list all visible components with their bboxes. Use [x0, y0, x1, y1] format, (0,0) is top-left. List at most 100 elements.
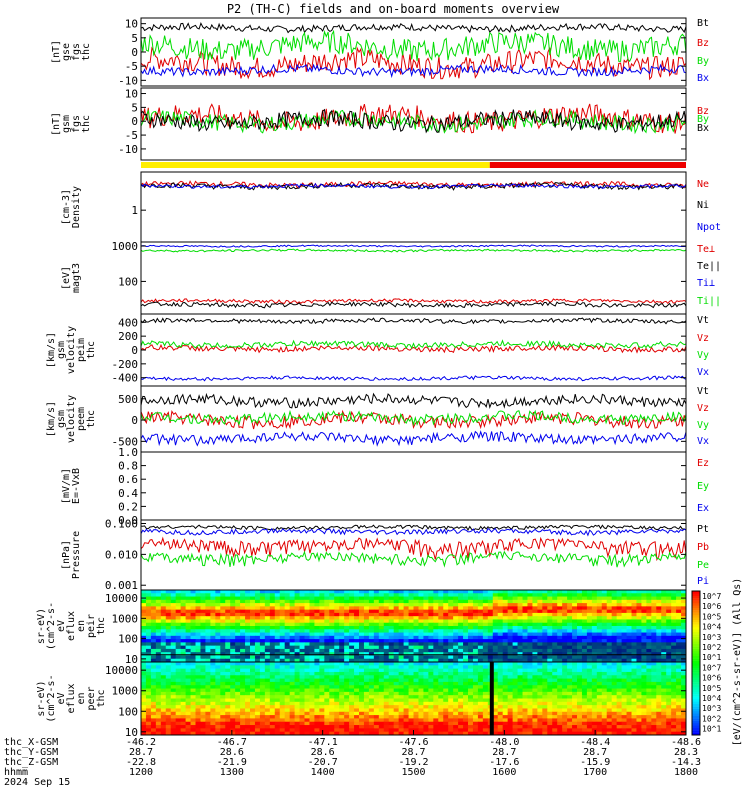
spectrogram-cell [636, 648, 642, 653]
spectrogram-cell [448, 681, 454, 686]
spectrogram-cell [264, 619, 271, 624]
spectrogram-cell [666, 622, 672, 627]
spectrogram-cell [383, 593, 390, 598]
spectrogram-cell [596, 662, 603, 666]
spectrogram-cell [235, 698, 241, 703]
spectrogram-cell [482, 691, 489, 696]
spectrogram-cell [299, 596, 305, 601]
spectrogram-cell [359, 593, 365, 598]
spectrogram-cell [438, 593, 444, 598]
spectrogram-cell [413, 718, 419, 723]
spectrogram-cell [626, 711, 632, 716]
spectrogram-cell [418, 606, 424, 611]
spectrogram-cell [269, 718, 276, 723]
spectrogram-cell [502, 721, 509, 726]
spectrogram-cell [175, 645, 182, 650]
spectrogram-cell [651, 671, 657, 676]
spectrogram-cell [368, 658, 375, 663]
spectrogram-cell [304, 721, 310, 726]
spectrogram-cell [413, 711, 419, 716]
spectrogram-cell [269, 606, 276, 611]
spectrogram-cell [349, 715, 355, 719]
spectrogram-cell [344, 668, 350, 673]
spectrogram-cell [497, 691, 504, 696]
spectrogram-cell [398, 616, 405, 620]
spectrogram-cell [512, 652, 519, 656]
spectrogram-cell [344, 590, 350, 594]
spectrogram-cell [304, 616, 310, 620]
spectrogram-cell [359, 648, 365, 653]
spectrogram-cell [537, 652, 543, 656]
spectrogram-cell [562, 671, 568, 676]
spectrogram-cell [586, 616, 593, 620]
spectrogram-cell [656, 695, 662, 699]
spectrogram-cell [393, 609, 400, 614]
spectrogram-cell [200, 629, 206, 634]
spectrogram-cell [656, 642, 662, 647]
spectrogram-cell [547, 590, 553, 594]
spectrogram-cell [646, 590, 652, 594]
spectrogram-cell [581, 593, 588, 598]
spectrogram-cell [606, 718, 613, 723]
spectrogram-cell [314, 721, 320, 726]
spectrogram-cell [314, 619, 320, 624]
spectrogram-cell [507, 678, 514, 683]
spectrogram-cell [428, 642, 434, 647]
spectrogram-cell [185, 662, 192, 666]
spectrogram-cell [170, 685, 177, 690]
spectrogram-cell [269, 705, 276, 709]
spectrogram-cell [557, 662, 563, 666]
spectrogram-cell [448, 658, 454, 663]
spectrogram-cell [200, 616, 206, 620]
spectrogram-cell [542, 662, 548, 666]
spectrogram-cell [453, 691, 459, 696]
spectrogram-cell [586, 596, 593, 601]
spectrogram-cell [646, 675, 652, 680]
spectrogram-cell [562, 665, 568, 670]
spectrogram-cell [145, 718, 152, 723]
spectrogram-cell [373, 648, 380, 653]
spectrogram-cell [666, 685, 672, 690]
spectrogram-cell [656, 708, 662, 713]
spectrogram-cell [145, 685, 152, 690]
spectrogram-cell [195, 642, 201, 647]
spectrogram-cell [368, 648, 375, 653]
spectrogram-cell [160, 619, 167, 624]
spectrogram-cell [344, 728, 350, 733]
spectrogram-cell [502, 675, 509, 680]
spectrogram-cell [309, 668, 315, 673]
spectrogram-cell [408, 629, 414, 634]
spectrogram-cell [190, 678, 196, 683]
legend-Bx: Bx [697, 123, 709, 134]
spectrogram-cell [344, 721, 350, 726]
spectrogram-cell [621, 590, 628, 594]
spectrogram-cell [294, 612, 301, 617]
spectrogram-cell [423, 665, 429, 670]
spectrogram-cell [468, 685, 474, 690]
spectrogram-cell [433, 596, 439, 601]
spectrogram-cell [383, 688, 390, 693]
spectrogram-cell [468, 708, 474, 713]
spectrogram-cell [522, 701, 528, 706]
spectrogram-cell [492, 688, 499, 693]
spectrogram-cell [606, 652, 613, 656]
spectrogram-cell [656, 599, 662, 604]
spectrogram-cell [626, 626, 632, 630]
spectrogram-cell [378, 616, 385, 620]
spectrogram-cell [220, 695, 226, 699]
spectrogram-cell [398, 691, 405, 696]
spectrogram-cell [448, 596, 454, 601]
spectrogram-cell [557, 626, 563, 630]
spectrogram-cell [180, 652, 187, 656]
spectrogram-cell [344, 619, 350, 624]
spectrogram-cell [522, 612, 528, 617]
spectrogram-cell [651, 616, 657, 620]
spectrogram-cell [681, 685, 687, 690]
spectrogram-cell [418, 721, 424, 726]
spectrogram-cell [636, 606, 642, 611]
spectrogram-cell [170, 718, 177, 723]
spectrogram-cell [468, 721, 474, 726]
spectrogram-cell [314, 593, 320, 598]
spectrogram-cell [363, 725, 370, 729]
